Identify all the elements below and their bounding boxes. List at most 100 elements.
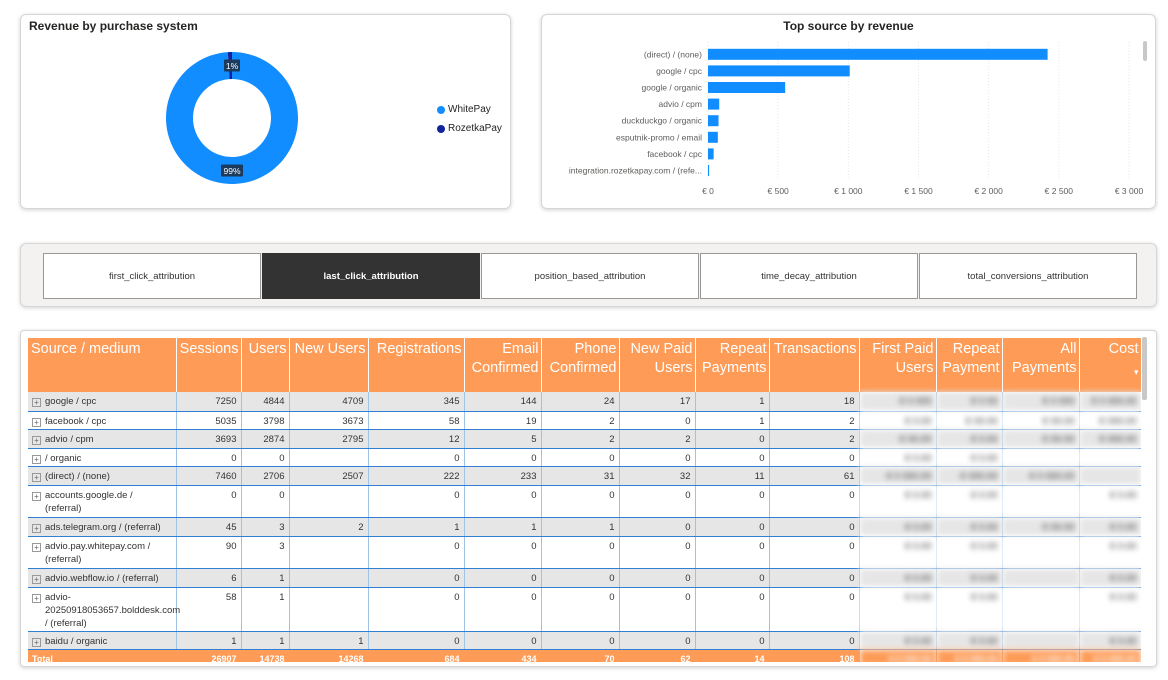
table-scrollbar[interactable] xyxy=(1142,337,1147,400)
metric-cell: 0 xyxy=(464,536,542,569)
metric-cell: 3 xyxy=(241,536,290,569)
table-row[interactable]: + / organic 0 0 0 0 0 0 0 0 € 0.00 € 0.00 xyxy=(28,448,1141,467)
expand-row-icon[interactable]: + xyxy=(32,593,41,603)
donut-slice-whitepay[interactable] xyxy=(166,52,299,185)
metric-cell: 0 xyxy=(769,485,860,518)
table-row[interactable]: + (direct) / (none) 7460 2706 2507 222 233 31 32… xyxy=(28,466,1141,486)
column-header[interactable]: Phone Confirmed xyxy=(541,338,620,392)
total-metric-cell: 108 xyxy=(769,649,860,662)
metric-cell: 0 xyxy=(541,587,620,632)
column-header[interactable]: Email Confirmed xyxy=(464,338,542,392)
metric-cell: 1 xyxy=(695,411,770,430)
total-label: Total xyxy=(28,649,177,662)
metric-cell: 0 xyxy=(769,448,860,467)
donut-label-bg-rozetkapay xyxy=(224,59,240,72)
bar[interactable] xyxy=(708,148,714,160)
masked-revenue-cell: € 000.00 xyxy=(1079,429,1141,449)
column-header[interactable]: Transactions xyxy=(769,338,860,392)
source-medium-cell: + advio.webflow.io / (referral) xyxy=(28,568,177,588)
metric-cell: 0 xyxy=(695,536,770,569)
x-tick-label: € 3 000 xyxy=(1115,186,1144,196)
column-header[interactable]: Repeat Payment xyxy=(936,338,1003,392)
column-header[interactable]: Source / medium xyxy=(28,338,177,392)
source-medium-cell: + ads.telegram.org / (referral) xyxy=(28,517,177,537)
table-row[interactable]: + google / cpc 7250 4844 4709 345 144 24 17 1 18 € … xyxy=(28,392,1141,412)
masked-revenue-cell: € 0.00 xyxy=(1079,587,1141,632)
tab-first-click-attribution[interactable]: first_click_attribution xyxy=(43,253,261,299)
source-medium-cell: + baidu / organic xyxy=(28,631,177,650)
source-medium-label: baidu / organic xyxy=(45,635,108,647)
masked-revenue-cell: € 00.00 xyxy=(1002,429,1080,449)
table-row[interactable]: + ads.telegram.org / (referral) 45 3 2 1 1 1 0 0 0… xyxy=(28,517,1141,537)
table-row[interactable]: + advio.pay.whitepay.com / (referral) 90 3 0… xyxy=(28,536,1141,569)
expand-row-icon[interactable]: + xyxy=(32,491,41,501)
expand-row-icon[interactable]: + xyxy=(32,574,41,584)
expand-row-icon[interactable]: + xyxy=(32,454,41,464)
column-header[interactable]: New Users xyxy=(289,338,369,392)
expand-row-icon[interactable]: + xyxy=(32,417,41,427)
masked-revenue-cell: € 0.00 xyxy=(1079,568,1141,588)
metric-cell: 0 xyxy=(368,631,465,650)
expand-row-icon[interactable]: + xyxy=(32,472,41,482)
y-category-label: integration.rozetkapay.com / (refe... xyxy=(569,166,702,176)
legend-dot-rozetkapay xyxy=(437,124,445,133)
expand-row-icon[interactable]: + xyxy=(32,398,41,407)
legend-item-whitepay[interactable]: WhitePay xyxy=(437,104,491,115)
x-tick-label: € 2 000 xyxy=(974,186,1003,196)
masked-revenue-cell xyxy=(1002,631,1080,650)
column-header[interactable]: Users xyxy=(241,338,290,392)
masked-revenue-cell: € 00.00 xyxy=(1002,411,1080,430)
source-medium-cell: + (direct) / (none) xyxy=(28,466,177,486)
metric-cell: 0 xyxy=(695,587,770,632)
table-row[interactable]: + accounts.google.de / (referral) 0 0 0 0 0 0 0 0… xyxy=(28,485,1141,518)
column-header[interactable]: Sessions xyxy=(176,338,242,392)
table-row[interactable]: + facebook / cpc 5035 3798 3673 58 19 2 0 1 2 € 0.0… xyxy=(28,411,1141,430)
table-row[interactable]: + baidu / organic 1 1 1 0 0 0 0 0 0 € 0.00 € 0.00 € 0… xyxy=(28,631,1141,650)
bar[interactable] xyxy=(708,165,710,176)
table-row[interactable]: + advio.webflow.io / (referral) 6 1 0 0 0 0 0 0 € … xyxy=(28,568,1141,588)
column-header[interactable]: Repeat Payments xyxy=(695,338,770,392)
metric-cell: 144 xyxy=(464,392,542,412)
metric-cell: 2874 xyxy=(241,429,290,449)
tab-time-decay-attribution[interactable]: time_decay_attribution xyxy=(700,253,918,299)
masked-revenue-cell: € 0.00 xyxy=(859,568,937,588)
metric-cell: 58 xyxy=(176,587,242,632)
column-header[interactable]: First Paid Users xyxy=(859,338,937,392)
tab-last-click-attribution[interactable]: last_click_attribution xyxy=(262,253,480,299)
bar-chart-scrollbar[interactable] xyxy=(1143,41,1147,61)
expand-row-icon[interactable]: + xyxy=(32,435,41,445)
masked-revenue-cell: € 0.00 xyxy=(1079,631,1141,650)
legend-item-rozetkapay[interactable]: RozetkaPay xyxy=(437,123,502,134)
column-header[interactable]: All Payments xyxy=(1002,338,1080,392)
metric-cell: 0 xyxy=(769,587,860,632)
donut-data-label-rozetkapay: 1% xyxy=(226,61,239,71)
column-header[interactable]: New Paid Users xyxy=(619,338,696,392)
bar[interactable] xyxy=(708,131,718,143)
bar-chart: € 0 € 500 € 1 000 € 1 500 € 2 000 € 2 500 € 3 … xyxy=(569,42,1144,196)
column-header-label: First Paid Users xyxy=(872,341,934,376)
metric-cell: 0 xyxy=(769,536,860,569)
table-row[interactable]: + advio / cpm 3693 2874 2795 12 5 2 2 0 2 € 00.00 € … xyxy=(28,429,1141,449)
tab-total-conversions-attribution[interactable]: total_conversions_attribution xyxy=(919,253,1137,299)
expand-row-icon[interactable]: + xyxy=(32,523,41,533)
sort-descending-icon[interactable]: ▾ xyxy=(1133,367,1139,377)
total-metric-cell: 70 xyxy=(541,649,620,662)
source-medium-label: (direct) / (none) xyxy=(45,470,110,482)
bar[interactable] xyxy=(708,98,720,110)
tab-position-based-attribution[interactable]: position_based_attribution xyxy=(481,253,699,299)
metric-cell: 0 xyxy=(769,568,860,588)
bar[interactable] xyxy=(708,65,850,77)
expand-row-icon[interactable]: + xyxy=(32,637,41,647)
metric-cell: 1 xyxy=(541,517,620,537)
total-metric-cell: 26907 xyxy=(176,649,242,662)
bar[interactable] xyxy=(708,48,1048,60)
column-header[interactable]: Cost ▾ xyxy=(1079,338,1141,392)
bar[interactable] xyxy=(708,115,719,127)
expand-row-icon[interactable]: + xyxy=(32,542,41,552)
bar[interactable] xyxy=(708,82,786,93)
total-metric-cell: 14268 xyxy=(289,649,369,662)
metric-cell: 1 xyxy=(695,392,770,412)
table-viewport[interactable]: Source / medium Sessions Users New Users Reg… xyxy=(28,338,1141,662)
table-row[interactable]: + advio-20250918053657.bolddesk.com / (re… xyxy=(28,587,1141,632)
column-header[interactable]: Registrations xyxy=(368,338,465,392)
